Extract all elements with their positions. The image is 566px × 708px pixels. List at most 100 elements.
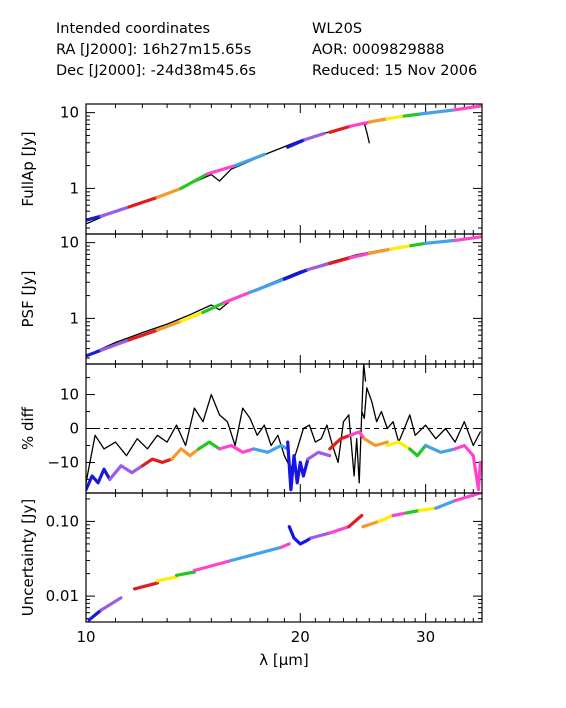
segment-line-2-4 (140, 457, 174, 468)
segment-line-1-6 (201, 301, 226, 314)
segment-line-0-6 (179, 172, 209, 190)
segment-line-2-11 (328, 433, 352, 451)
segment-line-0-13 (367, 117, 389, 124)
series-group-0 (86, 104, 482, 225)
segment-line-2-3 (108, 464, 144, 481)
y-tick-label-2: 0 (69, 420, 79, 438)
series-group-2 (86, 364, 482, 492)
segment-line-0-12 (348, 120, 371, 128)
segment-line-3-1 (99, 596, 123, 612)
segment-line-1-5 (179, 310, 205, 323)
segment-line-3-18 (453, 493, 482, 503)
segment-line-0-3 (99, 205, 131, 218)
segment-line-0-8 (233, 152, 266, 168)
panel-0: 1 10 FullAp [Jy] (19, 103, 483, 235)
series-group-3 (87, 493, 482, 622)
segment-line-0-4 (127, 195, 159, 209)
segment-line-0-14 (385, 114, 406, 121)
reference-line-0-1 (363, 122, 370, 144)
segment-line-2-17 (453, 443, 482, 492)
segment-line-1-8 (248, 277, 286, 294)
segment-line-3-9 (309, 531, 332, 540)
segment-line-1-10 (306, 261, 332, 272)
y-tick-label-0: 10 (60, 104, 79, 122)
segment-line-2-7 (217, 443, 256, 454)
segment-line-3-11 (347, 513, 364, 529)
segment-line-3-16 (417, 506, 438, 513)
segment-line-2-8 (252, 443, 290, 454)
y-tick-label-1: 10 (60, 234, 79, 252)
x-axis-label: λ [μm] (259, 651, 309, 669)
segment-line-1-17 (453, 235, 482, 242)
segment-line-2-13 (362, 437, 389, 448)
reference-line-2-1 (361, 364, 367, 413)
segment-line-2-9 (286, 440, 310, 492)
segment-line-0-11 (328, 124, 352, 134)
y-axis-label-3: Uncertainty [Jy] (19, 499, 37, 616)
segment-line-2-16 (424, 443, 457, 454)
y-tick-label-1: 1 (69, 309, 79, 327)
segment-line-0-15 (402, 112, 422, 118)
segment-line-1-3 (127, 328, 159, 342)
segment-line-3-8 (287, 525, 313, 546)
segment-line-1-11 (328, 256, 352, 266)
panel-frame-3 (85, 492, 483, 623)
segment-line-1-13 (367, 247, 393, 255)
segment-line-0-17 (453, 104, 482, 112)
segment-line-0-16 (418, 108, 457, 116)
segment-line-2-12 (348, 430, 366, 441)
segment-line-1-7 (221, 290, 252, 305)
segment-line-3-4 (174, 570, 196, 577)
header-line-3-left: Dec [J2000]: -24d38m45.6s (56, 63, 256, 79)
segment-line-3-5 (192, 558, 233, 573)
panel-2: 10 0 −10 % diff (19, 363, 483, 494)
header-line-1-left: Intended coordinates (56, 21, 211, 37)
header-line-2-right: AOR: 0009829888 (312, 42, 445, 58)
segment-line-2-6 (197, 440, 222, 451)
segment-line-3-13 (377, 513, 395, 524)
segment-line-1-4 (155, 319, 183, 332)
segment-line-3-14 (391, 511, 409, 518)
segment-line-3-10 (328, 525, 351, 535)
segment-line-1-14 (389, 244, 413, 251)
segment-line-1-1 (86, 348, 103, 358)
segment-line-2-14 (385, 440, 412, 451)
header-line-2-left: RA [J2000]: 16h27m15.65s (56, 42, 252, 58)
segment-line-1-15 (409, 241, 428, 248)
x-tick-label-2: 30 (416, 628, 435, 646)
segment-line-2-10 (306, 450, 332, 461)
segment-line-0-2 (86, 214, 103, 222)
x-tick-label-1: 20 (291, 628, 310, 646)
segment-line-1-2 (99, 338, 131, 352)
segment-line-0-10 (303, 131, 326, 142)
header-line-1-right: WL20S (312, 21, 363, 37)
segment-line-0-7 (205, 164, 237, 176)
segment-line-3-6 (229, 545, 283, 563)
segment-line-3-2 (132, 581, 159, 591)
reference-line-0-0 (86, 105, 481, 225)
segment-line-3-17 (434, 499, 457, 510)
segment-line-3-3 (155, 575, 179, 583)
header-line-3-right: Reduced: 15 Nov 2006 (312, 63, 478, 79)
y-tick-label-3: 0.10 (46, 512, 79, 530)
segment-line-1-9 (282, 268, 310, 281)
segment-line-3-12 (361, 519, 381, 529)
segment-line-2-2 (86, 467, 112, 492)
y-tick-label-2: 10 (60, 386, 79, 404)
reference-line-1-0 (86, 236, 481, 357)
segment-line-1-16 (424, 238, 457, 245)
segment-line-2-5 (170, 447, 201, 461)
y-tick-label-3: 0.01 (46, 587, 79, 605)
y-axis-label-2: % diff (19, 406, 37, 450)
segment-line-0-9 (286, 138, 307, 149)
panel-frame-1 (85, 233, 483, 365)
y-axis-label-1: PSF [Jy] (19, 271, 37, 328)
y-axis-label-0: FullAp [Jy] (19, 131, 37, 206)
series-group-1 (86, 235, 482, 358)
y-tick-label-2: −10 (47, 453, 79, 471)
segment-line-3-15 (404, 508, 421, 515)
panel-frame-0 (85, 103, 483, 235)
segment-line-1-12 (348, 251, 371, 260)
segment-line-3-7 (279, 542, 291, 549)
